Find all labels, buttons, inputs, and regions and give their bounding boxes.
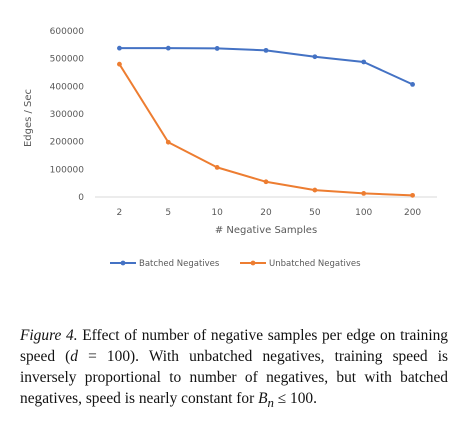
- data-point: [361, 59, 367, 65]
- x-tick-label: 50: [309, 208, 321, 218]
- x-tick-label: 20: [260, 208, 272, 218]
- x-tick-label: 2: [117, 208, 123, 218]
- data-point: [263, 179, 269, 185]
- data-point: [410, 81, 415, 87]
- y-tick-label: 0: [78, 193, 84, 203]
- y-tick-label: 300000: [50, 110, 85, 120]
- y-tick-label: 400000: [50, 82, 85, 92]
- series-line: [119, 47, 413, 86]
- data-point: [361, 191, 367, 196]
- x-axis-title: # Negative Samples: [215, 225, 317, 236]
- x-tick-label: 10: [211, 208, 223, 218]
- figure-caption: Figure 4. Effect of number of negative s…: [20, 325, 448, 414]
- line-chart: 0 100000 200000 300000 400000 500000 600000 2 5…: [23, 27, 437, 269]
- caption-text-1: Effect of number of negative samples per…: [20, 327, 448, 365]
- x-tick-label: 100: [355, 208, 372, 218]
- data-point: [312, 54, 318, 60]
- y-axis-ticks: 0 100000 200000 300000 400000 500000 600000: [50, 27, 85, 203]
- caption-math-d: d: [70, 348, 78, 365]
- y-tick-label: 500000: [50, 55, 85, 65]
- caption-math-bn-sub: n: [267, 396, 274, 411]
- x-axis-ticks: 2 5 10 20 50 100 200: [117, 208, 422, 218]
- legend-label: Batched Negatives: [139, 259, 220, 269]
- caption-label: Figure 4.: [20, 327, 78, 344]
- data-point: [214, 164, 220, 170]
- x-tick-label: 200: [404, 208, 421, 218]
- data-point: [165, 139, 171, 145]
- legend-label: Unbatched Negatives: [269, 259, 361, 269]
- data-point: [410, 192, 415, 198]
- caption-math-bn: B: [258, 390, 268, 407]
- data-point: [117, 45, 122, 51]
- legend: Batched Negatives Unbatched Negatives: [110, 259, 361, 269]
- data-point: [165, 45, 171, 51]
- data-point: [312, 187, 318, 193]
- y-axis-title: Edges / Sec: [23, 89, 34, 147]
- legend-marker: [120, 260, 126, 266]
- data-point: [117, 61, 122, 67]
- y-tick-label: 200000: [50, 138, 85, 148]
- legend-marker: [250, 260, 256, 266]
- caption-text-2: = 100). With unbatched negatives, traini…: [20, 348, 448, 407]
- y-tick-label: 600000: [50, 27, 85, 37]
- series-line: [118, 63, 413, 197]
- series-lines: [117, 45, 415, 198]
- data-point: [263, 47, 269, 53]
- x-tick-label: 5: [165, 208, 171, 218]
- caption-text-3: ≤ 100.: [273, 390, 317, 407]
- data-point: [214, 46, 220, 51]
- y-tick-label: 100000: [50, 165, 85, 175]
